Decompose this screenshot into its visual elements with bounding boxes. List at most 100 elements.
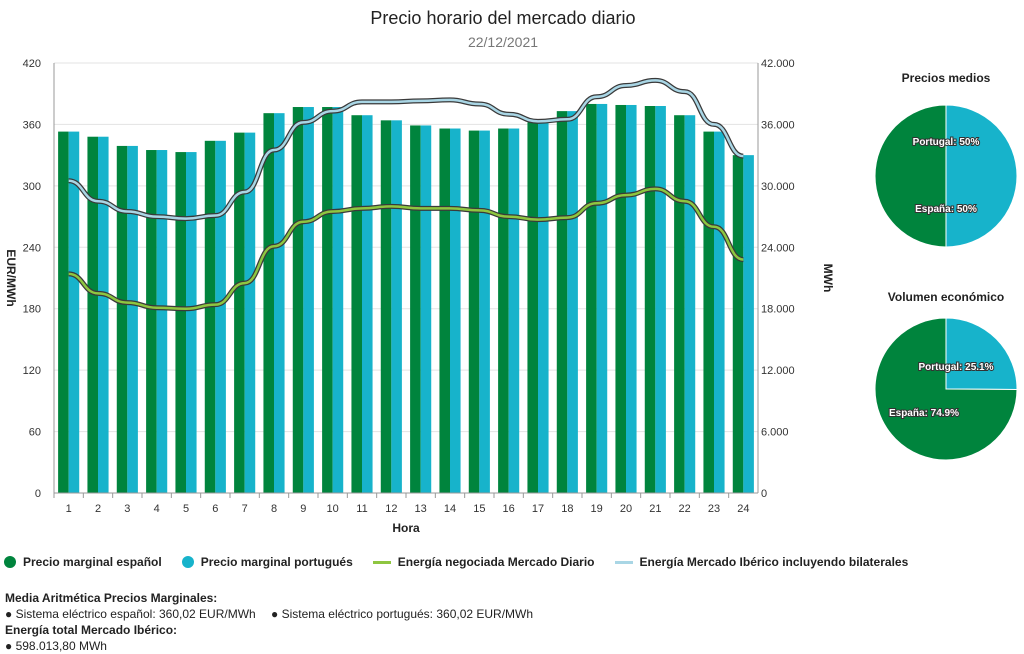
legend-item-energy-daily[interactable]: Energía negociada Mercado Diario xyxy=(372,555,595,569)
bar-portugal-price xyxy=(538,122,549,493)
legend-item-spain-price[interactable]: Precio marginal español xyxy=(4,555,162,569)
bar-portugal-price xyxy=(655,106,666,493)
bar-portugal-price xyxy=(626,104,637,493)
legend-marker-spain xyxy=(4,556,16,568)
bar-portugal-price xyxy=(450,128,461,493)
x-tick-label: 24 xyxy=(737,503,749,515)
y2-tick-label: 18.000 xyxy=(761,304,795,316)
x-tick-label: 8 xyxy=(271,503,277,515)
legend-label: Precio marginal español xyxy=(23,555,162,569)
legend-label: Precio marginal portugués xyxy=(200,555,353,569)
bar-spain-price xyxy=(58,131,69,493)
bar-portugal-price xyxy=(156,150,168,493)
bar-portugal-price xyxy=(596,103,608,493)
x-tick-label: 22 xyxy=(679,503,691,515)
y-tick-label: 360 xyxy=(23,119,41,131)
x-axis-title: Hora xyxy=(392,521,420,535)
chart-legend: Precio marginal español Precio marginal … xyxy=(4,555,928,569)
pie-slice-label: España: 74.9% xyxy=(889,408,959,419)
chart-canvas: Precio horario del mercado diario 22/12/… xyxy=(4,8,1018,535)
x-tick-label: 1 xyxy=(66,503,72,515)
x-tick-label: 4 xyxy=(154,503,160,515)
summary-panel: Media Aritmética Precios Marginales: ● S… xyxy=(5,590,545,654)
bars-layer xyxy=(58,103,754,494)
bar-portugal-price xyxy=(567,111,578,493)
x-tick-label: 19 xyxy=(591,503,603,515)
x-tick-label: 10 xyxy=(327,503,339,515)
y2-tick-label: 24.000 xyxy=(761,242,795,254)
bar-spain-price xyxy=(468,130,480,494)
chart-subtitle: 22/12/2021 xyxy=(468,34,538,50)
bar-portugal-price xyxy=(274,113,285,494)
pie-precios-medios: Precios medios Portugal: 50% España: 50% xyxy=(874,71,1018,248)
bar-portugal-price xyxy=(98,136,109,493)
bar-portugal-price xyxy=(743,155,754,493)
bar-spain-price xyxy=(322,107,333,494)
pie-slice-espana xyxy=(874,317,1018,461)
legend-item-energy-iberian[interactable]: Energía Mercado Ibérico incluyendo bilat… xyxy=(614,555,909,569)
bar-portugal-price xyxy=(684,115,696,493)
x-tick-label: 20 xyxy=(620,503,632,515)
bar-spain-price xyxy=(498,128,509,493)
bar-spain-price xyxy=(116,145,128,493)
y2-tick-label: 0 xyxy=(761,488,767,500)
pie-slice-portugal xyxy=(945,104,1018,248)
bar-spain-price xyxy=(380,120,392,493)
bar-portugal-price xyxy=(420,125,432,493)
bar-portugal-price xyxy=(362,115,373,493)
x-tick-label: 12 xyxy=(385,503,397,515)
pie-slice-espana xyxy=(874,104,947,248)
y2-tick-label: 6.000 xyxy=(761,427,789,439)
bar-spain-price xyxy=(146,150,157,493)
y2-tick-label: 36.000 xyxy=(761,119,795,131)
avg-price-row: ● Sistema eléctrico español: 360,02 EUR/… xyxy=(5,606,545,622)
lines-layer xyxy=(68,77,744,312)
y2-tick-label: 30.000 xyxy=(761,181,795,193)
bar-spain-price xyxy=(234,132,245,493)
bar-spain-price xyxy=(527,122,538,493)
energy-total-value: ● 598.013,80 MWh xyxy=(5,639,107,653)
bar-spain-price xyxy=(703,131,714,493)
portugal-avg-price: ● Sistema eléctrico portugués: 360,02 EU… xyxy=(271,607,534,621)
x-tick-label: 7 xyxy=(242,503,248,515)
pie-slice-label: Portugal: 50% xyxy=(913,137,980,148)
bar-portugal-price xyxy=(244,132,256,493)
pie-volumen-economico: Volumen económico Portugal: 25.1% España: … xyxy=(874,290,1018,461)
bar-portugal-price xyxy=(332,107,344,494)
y-tick-label: 0 xyxy=(35,488,41,500)
bar-portugal-price xyxy=(303,107,314,494)
energy-total-heading: Energía total Mercado Ibérico: xyxy=(5,623,178,637)
bar-portugal-price xyxy=(186,152,197,494)
x-tick-label: 23 xyxy=(708,503,720,515)
bar-portugal-price xyxy=(127,145,138,493)
x-tick-label: 5 xyxy=(183,503,189,515)
bar-spain-price xyxy=(439,128,450,493)
legend-label: Energía Mercado Ibérico incluyendo bilat… xyxy=(639,555,909,569)
x-tick-label: 18 xyxy=(561,503,573,515)
y-tick-label: 300 xyxy=(23,181,41,193)
x-tick-label: 11 xyxy=(356,503,367,515)
axes-layer: 06012018024030036042006.00012.00018.0002… xyxy=(23,58,795,515)
line-energy-daily xyxy=(68,187,744,310)
pie-title: Volumen económico xyxy=(888,290,1004,304)
bar-portugal-price xyxy=(479,130,490,494)
bar-spain-price xyxy=(175,152,186,494)
bar-portugal-price xyxy=(391,120,402,493)
x-tick-label: 17 xyxy=(532,503,544,515)
bar-spain-price xyxy=(292,107,304,494)
pie-slice-portugal xyxy=(945,317,1018,390)
x-tick-label: 14 xyxy=(444,503,456,515)
legend-label: Energía negociada Mercado Diario xyxy=(397,555,595,569)
bar-portugal-price xyxy=(508,128,520,493)
y-axis-title: EUR/MWh xyxy=(4,249,18,306)
line-energy-iberian xyxy=(68,79,744,220)
bar-portugal-price xyxy=(714,131,725,493)
legend-marker-energy-iberian xyxy=(614,560,633,564)
bar-spain-price xyxy=(87,136,98,493)
x-tick-label: 2 xyxy=(95,503,101,515)
x-tick-label: 3 xyxy=(124,503,130,515)
x-tick-label: 15 xyxy=(473,503,485,515)
legend-marker-energy-daily xyxy=(372,560,391,564)
legend-item-portugal-price[interactable]: Precio marginal portugués xyxy=(181,555,353,569)
bar-spain-price xyxy=(556,111,568,493)
